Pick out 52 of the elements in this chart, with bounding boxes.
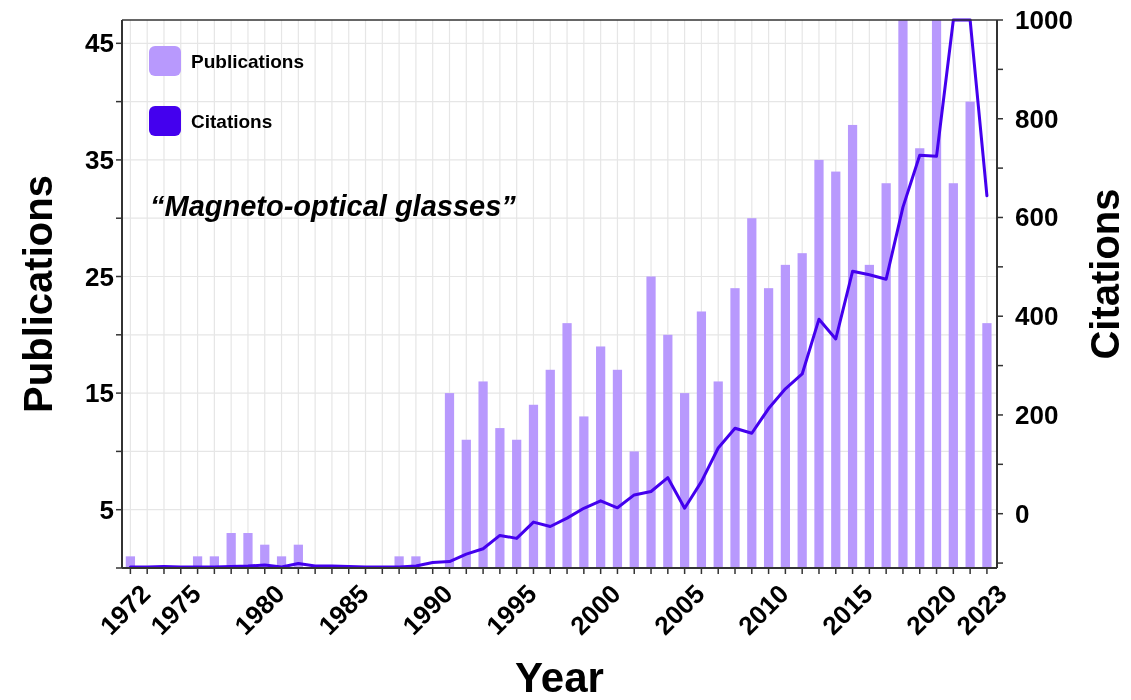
y-axis-title: Publications	[16, 175, 60, 413]
bar	[797, 253, 807, 568]
bar	[847, 124, 858, 568]
bar	[562, 323, 572, 568]
bar	[982, 323, 992, 568]
bar	[243, 533, 253, 568]
y2-tick-label: 800	[1015, 103, 1059, 134]
line-series	[128, 18, 989, 569]
bar	[596, 346, 606, 568]
y2-tick-label: 400	[1015, 301, 1059, 332]
annotation: “Magneto-optical glasses”	[150, 190, 517, 222]
x-axis-title: Year	[515, 654, 604, 700]
bar	[579, 416, 589, 568]
bar	[646, 276, 656, 568]
bar	[663, 334, 673, 568]
bar	[931, 20, 942, 568]
legend-label: Citations	[191, 110, 273, 132]
y-tick-label: 45	[85, 28, 114, 59]
bar	[780, 264, 791, 568]
bar	[747, 218, 757, 568]
bar	[545, 369, 555, 568]
bar	[528, 404, 539, 568]
y-tick-label: 5	[99, 494, 114, 525]
bar	[763, 288, 774, 568]
bar	[948, 183, 958, 568]
bar	[629, 451, 639, 568]
bar	[495, 428, 505, 568]
bar	[680, 393, 690, 568]
y2-tick-label: 1000	[1015, 5, 1073, 35]
y-tick-label: 15	[85, 378, 114, 409]
bar	[713, 381, 723, 568]
bar	[612, 369, 623, 568]
bar	[831, 171, 841, 568]
bar	[898, 20, 908, 568]
bar	[881, 183, 891, 568]
bar	[965, 101, 975, 568]
bar	[915, 148, 925, 568]
bar	[512, 439, 522, 568]
legend-label: Publications	[191, 50, 304, 72]
bar	[696, 311, 707, 568]
bar	[444, 393, 455, 568]
bar	[461, 439, 471, 568]
y2-tick-label: 0	[1015, 498, 1030, 529]
y-tick-label: 35	[85, 144, 114, 175]
bar	[478, 381, 488, 568]
y2-axis-title: Citations	[1083, 188, 1127, 360]
y2-tick-label: 200	[1015, 399, 1059, 430]
bar	[814, 159, 824, 568]
y-tick-label: 25	[85, 261, 114, 292]
bar	[864, 264, 874, 568]
bar	[730, 288, 740, 568]
y2-tick-label: 600	[1015, 202, 1059, 233]
